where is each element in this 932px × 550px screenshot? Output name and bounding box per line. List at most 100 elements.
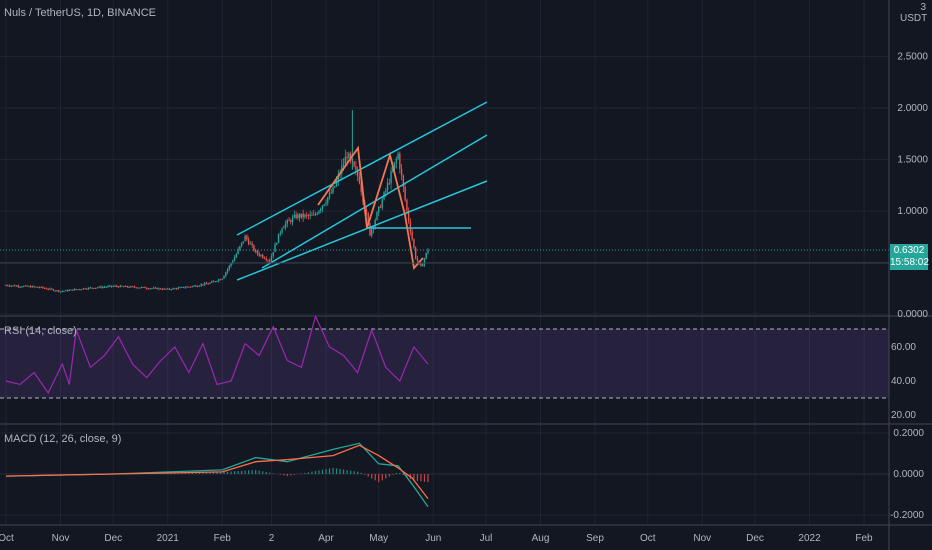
candle-body (353, 161, 355, 167)
candle-body (223, 275, 225, 279)
candle-body (19, 286, 21, 288)
rsi-legend[interactable]: RSI (14, close) (4, 325, 77, 337)
rsi-tick-label: 40.00 (891, 376, 916, 387)
candle-body (411, 231, 413, 240)
time-tick-label: Feb (214, 533, 232, 544)
candle-body (272, 252, 274, 256)
candle-body (209, 282, 211, 284)
candle-body (226, 269, 229, 273)
candle-body (260, 254, 262, 256)
candle-body (262, 254, 264, 258)
time-tick-label: Aug (532, 533, 550, 544)
candle-body (168, 288, 171, 290)
candle-body (298, 214, 301, 218)
candle-body (35, 286, 37, 288)
time-tick-label: Feb (855, 533, 873, 544)
candle-body (207, 283, 209, 285)
main-legend[interactable]: Nuls / TetherUS, 1D, BINANCE (4, 7, 157, 19)
candle-body (427, 249, 429, 253)
candle-body (96, 287, 99, 289)
candle-body (216, 281, 218, 283)
candle-body (242, 241, 245, 243)
candle-body (114, 285, 116, 287)
candle-body (151, 288, 153, 290)
candle-body (269, 260, 271, 262)
macd-tick-label: -0.2000 (890, 510, 924, 521)
candle-body (112, 286, 114, 288)
candle-body (160, 288, 162, 290)
candle-body (21, 286, 23, 288)
bar-countdown: 15:58:02 (890, 257, 929, 268)
candle-body (235, 253, 238, 258)
candle-body (75, 289, 78, 291)
candle-body (327, 197, 329, 203)
price-tick-label: 1.0000 (897, 206, 928, 217)
candle-body (154, 287, 157, 289)
candle-body (202, 284, 204, 286)
candle-body (158, 288, 160, 290)
macd-legend[interactable]: MACD (12, 26, close, 9) (4, 433, 122, 445)
candle-body (49, 288, 51, 290)
candle-body (284, 223, 287, 228)
candle-body (10, 285, 12, 287)
candle-body (379, 206, 382, 208)
candle-body (344, 156, 347, 165)
candle-body (312, 214, 315, 216)
candle-body (406, 199, 408, 211)
candle-body (348, 153, 350, 159)
candle-body (254, 250, 257, 252)
macd-axis[interactable]: 0.2000 0.0000 -0.2000 (890, 428, 924, 521)
candle-body (40, 286, 42, 288)
candle-body (399, 153, 401, 169)
candle-body (374, 220, 376, 227)
candle-body (342, 164, 345, 166)
candle-body (397, 153, 399, 159)
candle-body (276, 243, 278, 245)
pattern-lines[interactable] (317, 145, 424, 270)
candle-body (47, 288, 49, 290)
candle-body (381, 199, 383, 208)
candle-body (218, 279, 220, 282)
candle-body (140, 287, 143, 289)
candle-body (247, 239, 250, 244)
candle-body (149, 288, 151, 290)
candle-body (174, 288, 176, 290)
candle-body (274, 244, 276, 253)
candle-body (253, 245, 255, 251)
time-tick-label: Dec (104, 533, 122, 544)
candle-body (175, 288, 178, 290)
candle-body (131, 286, 134, 288)
candle-body (221, 278, 223, 280)
time-tick-label: Dec (746, 533, 764, 544)
candle-body (77, 289, 79, 291)
candle-body (87, 287, 90, 289)
candle-body (80, 289, 83, 291)
candle-body (91, 287, 93, 289)
candle-body (346, 156, 348, 159)
candle-body (15, 285, 18, 287)
time-axis[interactable]: Oct Nov Dec 2021 Feb 2 Apr May Jun Jul Aug Sep Oct No… (0, 533, 873, 544)
candle-body (123, 286, 125, 288)
candle-body (423, 258, 426, 265)
candle-body (265, 258, 267, 261)
candle-body (17, 285, 20, 287)
candle-body (119, 285, 121, 288)
candle-body (232, 261, 234, 264)
candle-body (82, 288, 85, 290)
axis-unit-label: USDT (900, 13, 928, 24)
candle-body (422, 264, 424, 267)
rsi-axis[interactable]: 60.00 40.00 20.00 (891, 342, 916, 421)
candle-body (425, 252, 427, 259)
candle-body (72, 289, 74, 291)
candle-body (147, 288, 150, 290)
candle-body (258, 253, 260, 256)
candle-body (28, 286, 30, 288)
channel-upper-line[interactable] (236, 101, 488, 236)
candle-body (205, 283, 208, 285)
candle-body (244, 235, 246, 242)
candle-body (89, 287, 92, 289)
price-tick-label: 2.5000 (897, 52, 928, 63)
candle-body (225, 272, 227, 276)
candle-body (300, 213, 303, 218)
